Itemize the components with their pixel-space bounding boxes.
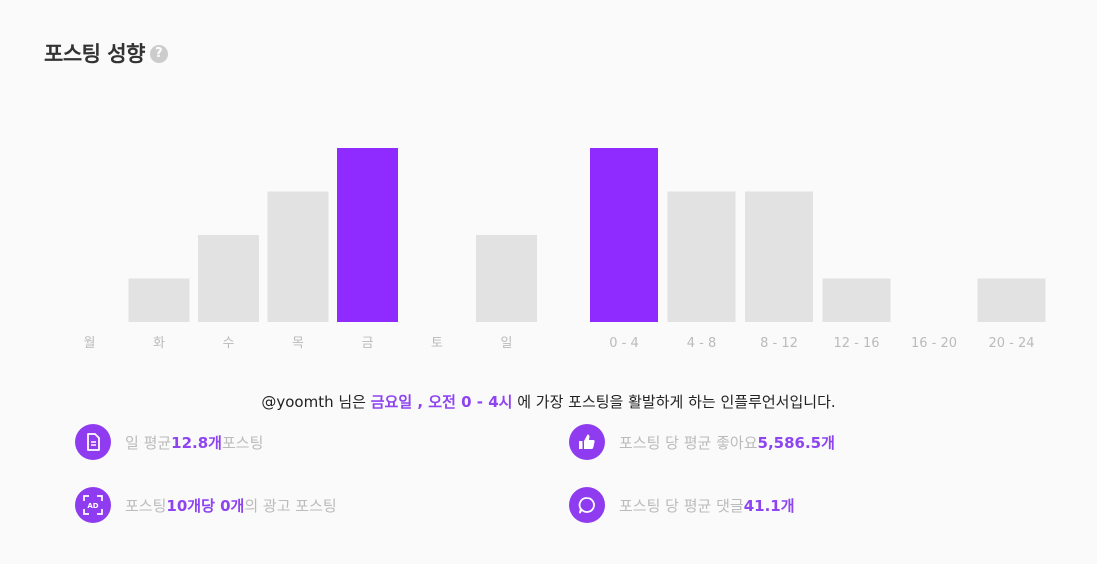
- hour-tick-label-3: 12 - 16: [833, 336, 879, 351]
- hour-bars: 0 - 4 4 - 8 8 - 12 12 - 16 16 - 20 20 - 24: [590, 148, 1046, 351]
- hour-tick-label-4: 16 - 20: [911, 336, 957, 351]
- hour-tick-label-2: 8 - 12: [760, 336, 798, 351]
- summary-text-1: 님은: [333, 393, 371, 411]
- stat-daily-average: 일 평균 12.8개 포스팅: [75, 424, 263, 460]
- stat-daily-post: 포스팅: [221, 433, 264, 452]
- hour-tick-label-0: 0 - 4: [609, 336, 639, 351]
- ad-icon: AD: [75, 487, 111, 523]
- summary-text: @yoomth 님은 금요일 , 오전 0 - 4시 에 가장 포스팅을 활발하…: [0, 391, 1097, 412]
- summary-text-2: 에 가장 포스팅을 활발하게 하는 인플루언서입니다.: [512, 393, 836, 411]
- page-title: 포스팅 성향: [44, 42, 145, 66]
- comment-icon: [569, 487, 605, 523]
- stat-average-likes: 포스팅 당 평균 좋아요 5,586.5개: [569, 424, 835, 460]
- hour-tick-label-5: 20 - 24: [988, 336, 1034, 351]
- stat-ad-ratio: AD 포스팅 10개당 0개 의 광고 포스팅: [75, 487, 337, 523]
- stat-likes-pre: 포스팅 당 평균 좋아요: [619, 433, 758, 452]
- posting-chart: 월 화 수 목 금 토 일 0 - 4 4 - 8 8 - 12 12 - 16 16 - 20 20…: [84, 148, 1046, 351]
- document-icon: [75, 424, 111, 460]
- day-bar-1: [128, 278, 190, 322]
- svg-text:AD: AD: [87, 502, 98, 510]
- day-tick-label-6: 일: [501, 336, 513, 351]
- hour-bar-3: [822, 278, 891, 322]
- stat-daily-value: 12.8개: [171, 433, 222, 452]
- stat-likes-value: 5,586.5개: [757, 433, 835, 452]
- hour-bar-2: [745, 191, 813, 322]
- help-icon[interactable]: ?: [149, 45, 168, 63]
- summary-user: @yoomth: [261, 393, 334, 411]
- stat-daily-pre: 일 평균: [125, 433, 172, 452]
- thumbs-up-icon: [569, 424, 605, 460]
- hour-bar-1: [667, 191, 736, 322]
- stat-ads-post: 의 광고 포스팅: [244, 496, 337, 515]
- day-bar-3: [267, 191, 329, 322]
- stat-average-comments: 포스팅 당 평균 댓글 41.1개: [569, 487, 795, 523]
- day-bar-4: [337, 148, 398, 322]
- day-bar-2: [198, 235, 259, 322]
- stat-ads-value: 10개당 0개: [166, 496, 245, 515]
- day-tick-label-0: 월: [84, 336, 96, 351]
- day-tick-label-3: 목: [292, 336, 304, 351]
- section-header: 포스팅 성향 ?: [44, 38, 168, 68]
- day-bar-6: [476, 235, 537, 322]
- day-tick-label-1: 화: [153, 336, 165, 351]
- hour-bar-5: [977, 278, 1046, 322]
- day-tick-label-2: 수: [223, 336, 235, 351]
- stat-comments-value: 41.1개: [743, 496, 795, 515]
- hour-bar-0: [590, 148, 658, 322]
- day-tick-label-4: 금: [362, 336, 374, 351]
- summary-peak-time: 금요일 , 오전 0 - 4시: [370, 393, 513, 411]
- day-tick-label-5: 토: [431, 336, 443, 351]
- hour-tick-label-1: 4 - 8: [687, 336, 717, 351]
- stat-comments-pre: 포스팅 당 평균 댓글: [619, 496, 744, 515]
- stat-ads-pre: 포스팅: [125, 496, 167, 515]
